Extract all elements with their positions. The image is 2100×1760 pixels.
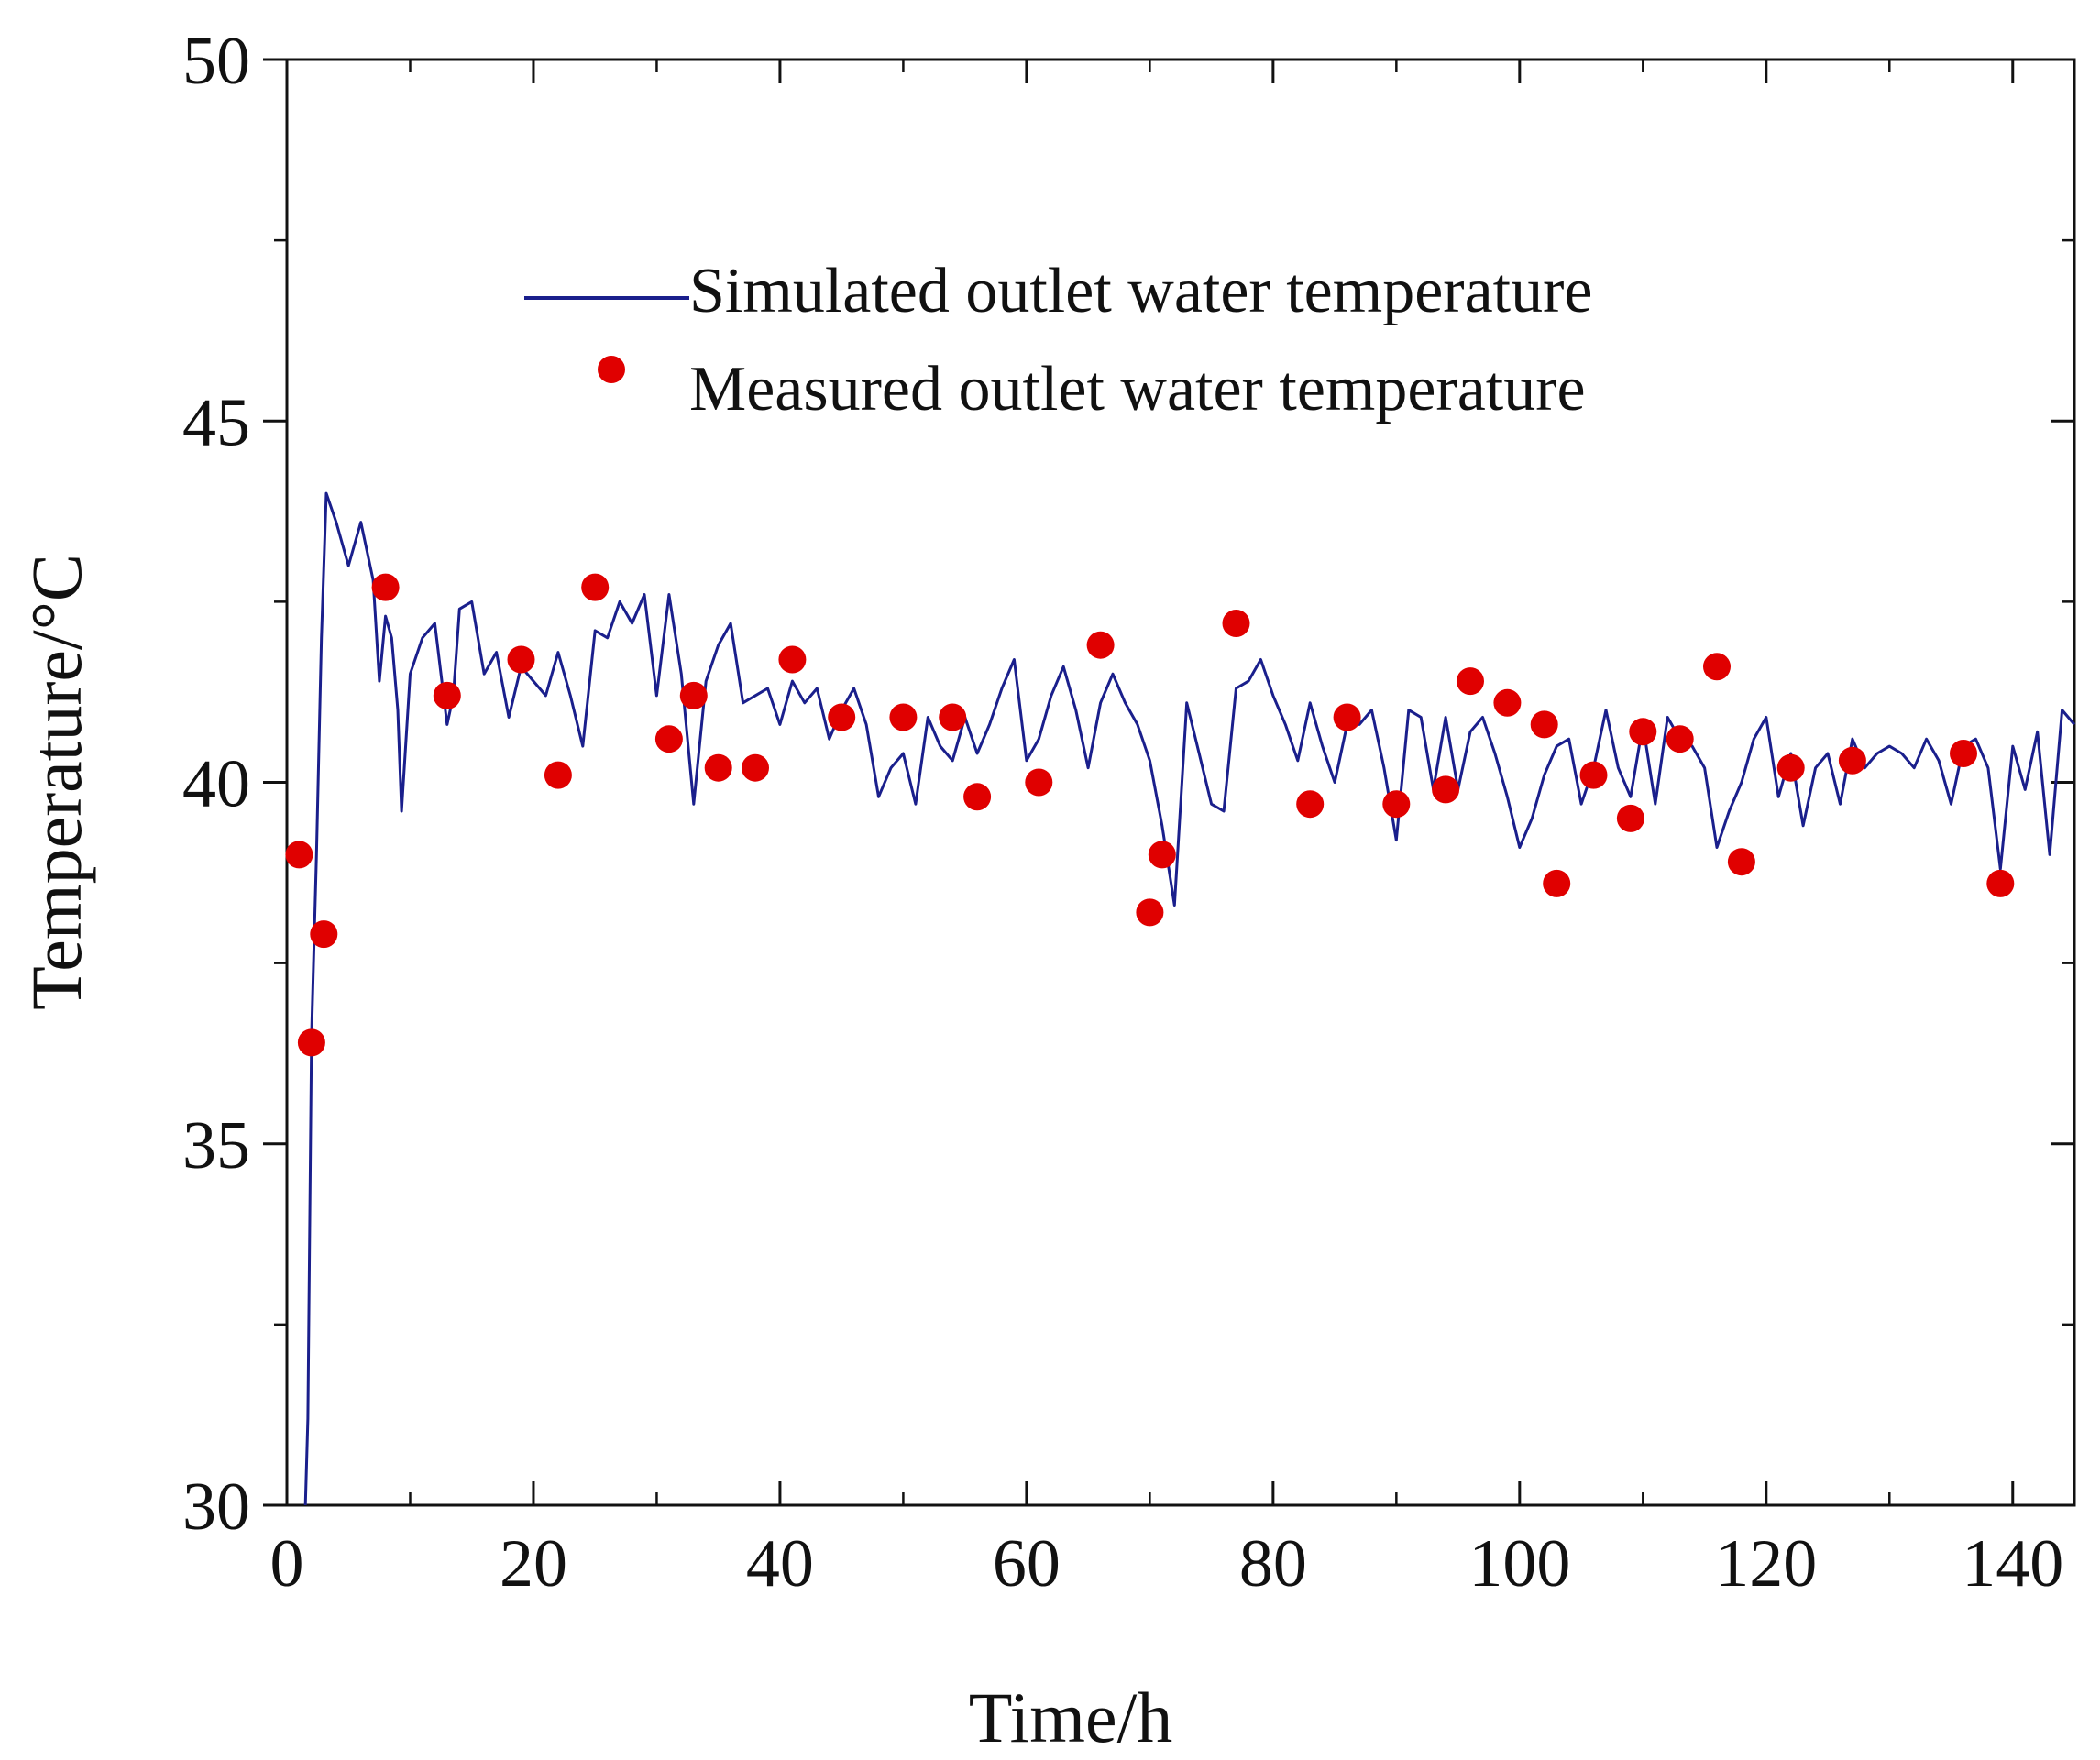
measured-point (704, 754, 732, 782)
measured-point (1616, 804, 1644, 832)
y-tick-label: 45 (182, 385, 250, 460)
legend-label-simulated: Simulated outlet water temperature (689, 256, 1592, 326)
measured-point (1382, 790, 1411, 819)
measured-point (1333, 703, 1361, 732)
axis-ticks (263, 58, 2074, 1507)
measured-point (581, 573, 610, 601)
measured-point (1025, 768, 1053, 797)
y-tick-labels: 30 35 40 45 50 (182, 24, 250, 1545)
measured-point (1950, 740, 1977, 767)
measured-point (679, 681, 708, 710)
measured-point (963, 783, 992, 811)
measured-point (828, 703, 856, 732)
measured-point (285, 841, 313, 869)
measured-point (939, 703, 967, 732)
measured-point (1776, 754, 1805, 782)
y-tick-label: 40 (182, 747, 250, 822)
measured-point (1579, 761, 1608, 789)
x-tick-labels: 0 20 40 60 80 100 120 140 (270, 1526, 2064, 1601)
x-tick-label: 0 (270, 1526, 304, 1601)
measured-point (371, 573, 400, 601)
x-tick-label: 120 (1715, 1526, 1817, 1601)
measured-point (889, 703, 918, 732)
legend: Simulated outlet water temperature Measu… (524, 256, 1592, 424)
measured-point (1629, 718, 1657, 746)
legend-dot-swatch (598, 356, 625, 383)
x-tick-label: 20 (500, 1526, 567, 1601)
y-axis-title: Temperature/°C (16, 554, 96, 1010)
measured-point (1530, 710, 1558, 739)
measured-point (544, 761, 572, 789)
measured-point (297, 1028, 325, 1057)
measured-point (1703, 653, 1731, 681)
measured-point (742, 754, 769, 782)
legend-label-measured: Measured outlet water temperature (689, 354, 1586, 424)
measured-point (433, 681, 461, 710)
x-tick-label: 60 (993, 1526, 1061, 1601)
measured-point (1727, 848, 1755, 876)
x-tick-label: 140 (1962, 1526, 2063, 1601)
measured-point (1296, 790, 1325, 819)
measured-point (778, 645, 807, 674)
measured-point (1457, 667, 1484, 696)
x-tick-label: 80 (1239, 1526, 1307, 1601)
measured-point (1493, 688, 1522, 717)
y-tick-label: 50 (182, 24, 250, 99)
measured-point (1148, 841, 1176, 869)
measured-point (507, 645, 535, 674)
measured-point (1086, 631, 1115, 659)
measured-point (1838, 746, 1866, 775)
measured-point (1222, 610, 1250, 637)
measured-temperature-points (285, 573, 2015, 1057)
measured-point (1432, 776, 1460, 804)
simulated-temperature-line (303, 491, 2076, 1506)
measured-point (310, 920, 338, 949)
measured-point (1136, 898, 1164, 927)
x-axis-title: Time/h (969, 1678, 1173, 1757)
measured-point (1666, 725, 1694, 754)
measured-point (1986, 869, 2015, 897)
measured-point (654, 725, 683, 754)
x-tick-label: 40 (746, 1526, 814, 1601)
y-tick-label: 30 (182, 1469, 250, 1545)
y-tick-label: 35 (182, 1108, 250, 1183)
measured-point (1543, 869, 1571, 897)
x-tick-label: 100 (1468, 1526, 1570, 1601)
